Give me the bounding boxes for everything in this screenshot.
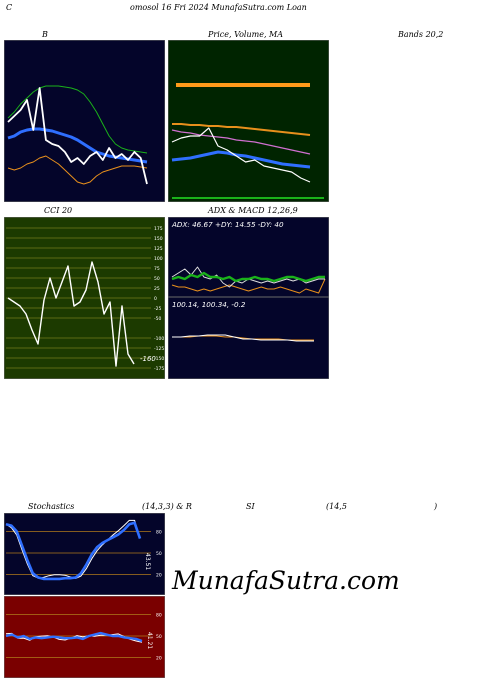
cci-tick-label: 0: [154, 296, 157, 302]
rsi-close-label: ): [434, 502, 438, 511]
bollinger-lower-band-line: [7, 155, 148, 185]
cci-tick-label: 125: [154, 246, 163, 252]
bollinger-chart: [4, 40, 165, 202]
macd-chart: 100.14, 100.34, -0.2: [168, 297, 329, 379]
price-ma-long-line: [172, 123, 311, 136]
si-label: SI: [246, 502, 255, 511]
stochastics-label: Stochastics: [28, 502, 75, 511]
price-ma-short-line: [171, 150, 311, 169]
adx-positive-di-line: [171, 271, 325, 283]
cci-chart: 175 150 125 100 75 50 25 0 -25 -50 -100 -125 -150 -17…: [4, 217, 165, 379]
price-ma-label: Price, Volume, MA: [208, 30, 284, 39]
cci-tick-label: 100: [154, 256, 163, 262]
rsi-chart: 80 50 20 41.21: [4, 596, 165, 678]
stoch-tick-label: 80: [156, 529, 162, 535]
cci-tick-label: 25: [154, 286, 160, 292]
cci-tick-label: 175: [154, 226, 163, 232]
cci-line: [7, 261, 135, 367]
chart-title-overlap: omosol 16 Fri 2024 MunafaSutra.com Loan: [130, 3, 307, 12]
adx-readout: ADX: 46.67 +DY: 14.55 -DY: 40: [171, 220, 284, 229]
cci-tick-label: -175: [154, 366, 164, 372]
stoch-last-value: 43.51: [144, 553, 151, 570]
cci-tick-label: -25: [154, 306, 161, 312]
cci-tick-label: 150: [154, 236, 163, 242]
stoch-tick-label: 20: [156, 573, 162, 579]
adx-macd-label: ADX & MACD 12,26,9: [208, 206, 298, 215]
cci-tick-label: -150: [154, 356, 164, 362]
stoch-params-label: (14,3,3) & R: [142, 502, 192, 511]
rsi-tick-label: 80: [156, 612, 162, 618]
bollinger-label: B: [42, 30, 48, 39]
cci-last-value: -160: [140, 355, 156, 363]
cci-tick-label: -100: [154, 336, 164, 342]
cci-label: CCI 20: [44, 206, 73, 215]
price-ma-chart: [168, 40, 329, 202]
stoch-tick-label: 50: [156, 551, 162, 557]
bollinger-upper-band-line: [7, 85, 148, 154]
c-label: C: [6, 3, 13, 12]
watermark: MunafaSutra.com: [172, 566, 400, 595]
macd-readout: 100.14, 100.34, -0.2: [172, 300, 246, 309]
price-ma-mid-line: [171, 129, 311, 155]
cci-tick-label: 50: [154, 276, 160, 282]
cci-tick-label: -125: [154, 346, 164, 352]
rsi-line: [5, 631, 143, 643]
stochastics-chart: 80 50 20 43.51: [4, 513, 165, 595]
bollinger-price-line: [7, 87, 148, 185]
rsi-params-label: (14,5: [326, 502, 347, 511]
cci-tick-label: 75: [154, 266, 160, 272]
stoch-k-line: [5, 521, 142, 581]
cci-tick-label: -50: [154, 316, 161, 322]
adx-negative-di-line: [171, 278, 326, 294]
price-price-line: [171, 127, 311, 183]
rsi-last-value: 41.21: [146, 632, 153, 649]
adx-chart: ADX: 46.67 +DY: 14.55 -DY: 40: [168, 217, 329, 297]
rsi-tick-label: 20: [156, 656, 162, 662]
macd-line: [172, 334, 314, 342]
bollinger-middle-band-line: [7, 127, 148, 164]
rsi-tick-label: 50: [156, 634, 162, 640]
bands-label: Bands 20,2: [398, 30, 444, 39]
